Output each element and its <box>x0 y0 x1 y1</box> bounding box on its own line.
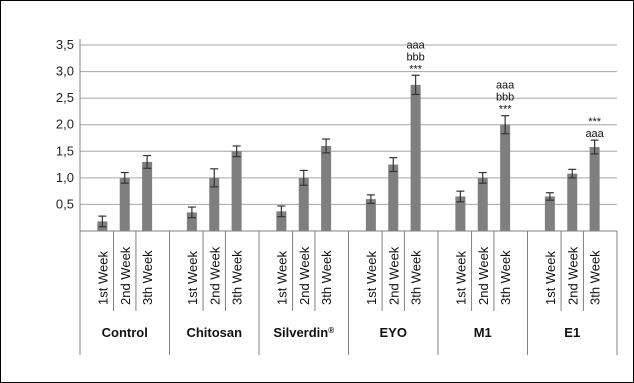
category-label: 3th Week <box>230 250 245 305</box>
y-axis-ticks: 0,5 1,0 1,5 2,0 2,5 3,0 3,5 <box>56 37 74 211</box>
bars <box>97 84 600 231</box>
bar <box>119 177 130 231</box>
category-label: 2nd Week <box>297 246 312 305</box>
group-label: Control <box>102 325 148 340</box>
y-tick-label: 1,5 <box>56 143 74 158</box>
bar <box>209 177 220 231</box>
category-label: 3th Week <box>140 250 155 305</box>
bar <box>298 177 309 231</box>
bar <box>388 164 399 231</box>
significance-label: *** <box>588 116 602 128</box>
category-label: 3th Week <box>588 250 603 305</box>
significance-label: aaa <box>406 39 425 51</box>
error-bars <box>98 74 599 228</box>
bar <box>321 145 332 231</box>
category-label: 3th Week <box>409 250 424 305</box>
bar <box>276 211 287 231</box>
significance-label: aaa <box>585 128 604 140</box>
significance-label: *** <box>409 63 423 75</box>
y-tick-label: 0,5 <box>56 196 74 211</box>
category-label: 1st Week <box>364 251 379 305</box>
bar <box>567 173 578 231</box>
bar <box>544 196 555 231</box>
group-label-superscript: ® <box>328 326 334 335</box>
bar <box>365 199 376 231</box>
bar <box>455 196 466 231</box>
significance-label: *** <box>499 104 513 116</box>
category-label: 1st Week <box>185 251 200 305</box>
y-tick-label: 2,5 <box>56 90 74 105</box>
bar <box>231 151 242 231</box>
category-label: 2nd Week <box>118 246 133 305</box>
category-label: 3th Week <box>498 250 513 305</box>
gridlines <box>80 44 617 205</box>
bar <box>500 124 511 231</box>
category-label: 3th Week <box>319 250 334 305</box>
category-label: 2nd Week <box>476 246 491 305</box>
group-label: EYO <box>380 325 407 340</box>
y-tick-label: 1,0 <box>56 170 74 185</box>
significance-label: bbb <box>496 92 514 104</box>
category-label: 1st Week <box>543 251 558 305</box>
bar <box>477 177 488 231</box>
significance-label: bbb <box>406 51 424 63</box>
category-label: 1st Week <box>95 251 110 305</box>
y-tick-label: 3,0 <box>56 64 74 79</box>
bar <box>410 84 421 231</box>
y-tick-label: 3,5 <box>56 37 74 52</box>
group-label: Chitosan <box>186 325 242 340</box>
group-label: M1 <box>474 325 492 340</box>
significance-label: aaa <box>496 80 515 92</box>
category-label: 1st Week <box>453 251 468 305</box>
category-label: 1st Week <box>274 251 289 305</box>
bar <box>186 212 197 231</box>
bar <box>142 161 153 231</box>
category-label: 2nd Week <box>565 246 580 305</box>
group-label: Silverdin® <box>273 325 334 340</box>
bar <box>589 147 600 231</box>
x-axis: 1st Week 2nd Week 3th Week 1st Week 2nd Week… <box>79 39 618 355</box>
category-label: 2nd Week <box>207 246 222 305</box>
group-label: E1 <box>564 325 580 340</box>
y-tick-label: 2,0 <box>56 117 74 132</box>
category-label: 2nd Week <box>386 246 401 305</box>
